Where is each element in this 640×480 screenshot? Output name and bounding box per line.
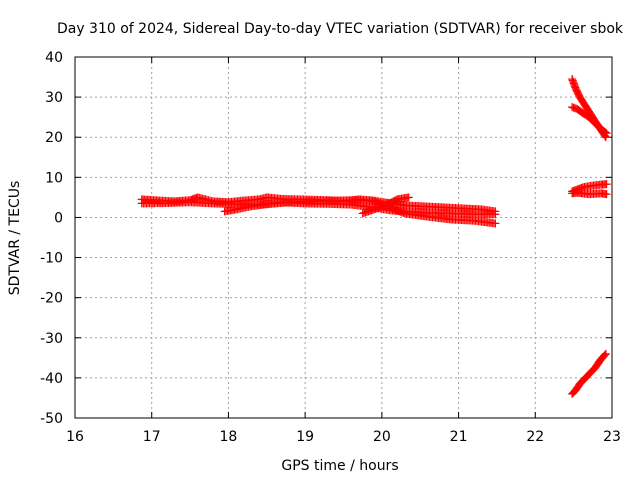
y-tick-label: -40	[40, 371, 63, 387]
y-tick-label: -20	[40, 291, 63, 307]
x-tick-label: 18	[220, 429, 238, 445]
x-tick-label: 20	[373, 429, 391, 445]
data-point	[601, 349, 610, 358]
y-axis-title: SDTVAR / TECUs	[7, 181, 23, 296]
y-tick-label: -10	[40, 251, 63, 267]
grid	[75, 57, 612, 418]
x-axis-title: GPS time / hours	[281, 458, 398, 474]
x-tick-label: 16	[66, 429, 84, 445]
x-tick-label: 17	[143, 429, 161, 445]
data-point	[491, 210, 500, 219]
ticks: 16 17 18 19 20 21 22 23 40 30 20 10 0 -10 -20 -30 -40 -50	[40, 50, 621, 445]
data-point	[600, 351, 609, 360]
y-tick-label: -30	[40, 331, 63, 347]
data-point	[404, 193, 413, 202]
y-tick-label: 10	[45, 170, 63, 186]
y-tick-label: 30	[45, 90, 63, 106]
data-point	[600, 350, 609, 359]
data-point	[602, 129, 611, 138]
y-tick-label: 0	[54, 210, 63, 226]
x-tick-label: 21	[450, 429, 468, 445]
x-tick-label: 23	[603, 429, 621, 445]
x-tick-label: 22	[526, 429, 544, 445]
data-point	[601, 128, 610, 137]
y-tick-label: -50	[40, 411, 63, 427]
data-point	[491, 219, 500, 228]
data-markers	[137, 75, 611, 398]
y-tick-label: 20	[45, 130, 63, 146]
y-tick-label: 40	[45, 50, 63, 66]
chart-title: Day 310 of 2024, Sidereal Day-to-day VTE…	[57, 21, 624, 37]
data-point	[602, 180, 611, 189]
plot-frame	[74, 56, 613, 419]
x-tick-label: 19	[296, 429, 314, 445]
data-point	[602, 190, 611, 199]
